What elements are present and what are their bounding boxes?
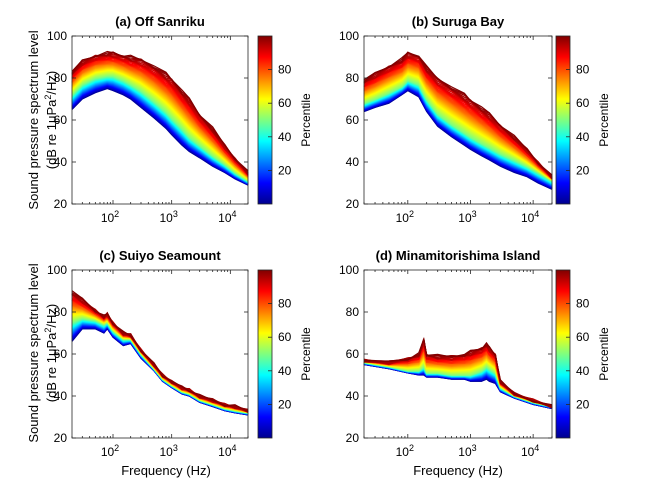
panel-4: (d) Minamitorishima Island 20 40 60 80 100 102… xyxy=(339,248,611,459)
ytick-label: 80 xyxy=(54,71,68,85)
colorbar-tick-label: 80 xyxy=(278,63,292,77)
series-line-p98 xyxy=(363,51,553,176)
series-line-p99 xyxy=(71,50,249,172)
ytick-label: 80 xyxy=(346,71,360,85)
xtick-label: 102 xyxy=(101,209,119,225)
series-line-p89 xyxy=(363,56,553,178)
colorbar: 20 40 60 80 Percentile xyxy=(555,269,611,439)
ytick-label: 20 xyxy=(54,431,68,445)
xtick-label: 102 xyxy=(101,443,119,459)
ytick-label: 40 xyxy=(346,155,360,169)
colorbar-label: Percentile xyxy=(597,327,611,381)
ylabel-top-line1: Sound pressure spectrum level xyxy=(26,30,41,209)
ytick-label: 20 xyxy=(346,197,360,211)
panel-title: (b) Suruga Bay xyxy=(412,14,505,29)
colorbar-label: Percentile xyxy=(299,93,313,147)
percentile-curves xyxy=(363,51,553,190)
ytick-label: 100 xyxy=(47,29,67,43)
series-line-p97 xyxy=(71,51,249,173)
series-line-p88 xyxy=(363,57,553,178)
xtick-label: 104 xyxy=(218,443,236,459)
colorbar-gradient xyxy=(555,35,571,205)
panel-title: (c) Suiyo Seamount xyxy=(99,248,221,263)
colorbar: 20 40 60 80 Percentile xyxy=(257,269,313,439)
percentile-curves xyxy=(363,336,553,410)
series-line-p97 xyxy=(363,51,553,178)
xtick-label: 103 xyxy=(159,443,177,459)
xtick-label: 103 xyxy=(458,443,476,459)
colorbar-tick-label: 60 xyxy=(576,96,590,110)
xtick-label: 104 xyxy=(218,209,236,225)
percentile-curves xyxy=(71,50,249,186)
series-line-p97 xyxy=(363,338,553,407)
ytick-label: 80 xyxy=(346,305,360,319)
colorbar-label: Percentile xyxy=(299,327,313,381)
ytick-label: 100 xyxy=(47,263,67,277)
colorbar-gradient xyxy=(257,35,273,205)
xtick-label: 102 xyxy=(396,443,414,459)
ytick-label: 40 xyxy=(54,389,68,403)
series-line-p98 xyxy=(71,51,249,172)
ylabel-top-line2: (dB re 1μPa2/Hz) xyxy=(43,71,59,170)
panel-title: (a) Off Sanriku xyxy=(115,14,205,29)
ytick-label: 60 xyxy=(346,347,360,361)
xtick-label: 104 xyxy=(521,209,539,225)
colorbar-tick-label: 40 xyxy=(576,130,590,144)
colorbar: 20 40 60 80 Percentile xyxy=(257,35,313,205)
xtick-label: 103 xyxy=(159,209,177,225)
colorbar-tick-label: 20 xyxy=(278,163,292,177)
panel-1: (a) Off Sanriku 20 40 60 80 100 102 103 104 20 40 6… xyxy=(47,14,313,225)
panel-2: (b) Suruga Bay 20 40 60 80 100 102 103 104 20 40 60… xyxy=(339,14,611,225)
series-line-p99 xyxy=(363,336,553,406)
ytick-label: 60 xyxy=(54,347,68,361)
colorbar-tick-label: 20 xyxy=(278,397,292,411)
colorbar-tick-label: 20 xyxy=(576,163,590,177)
series-line-p99 xyxy=(71,290,249,413)
ytick-label: 100 xyxy=(339,263,359,277)
colorbar: 20 40 60 80 Percentile xyxy=(555,35,611,205)
series-line-p89 xyxy=(71,56,249,174)
percentile-curves xyxy=(71,290,249,416)
colorbar-tick-label: 80 xyxy=(576,297,590,311)
xtick-label: 102 xyxy=(396,209,414,225)
ylabel-bottom-line1: Sound pressure spectrum level xyxy=(26,263,41,442)
series-line-p87 xyxy=(71,56,249,176)
colorbar-tick-label: 40 xyxy=(576,364,590,378)
colorbar-tick-label: 80 xyxy=(278,297,292,311)
ytick-label: 20 xyxy=(346,431,360,445)
ytick-label: 60 xyxy=(54,113,68,127)
ytick-label: 20 xyxy=(54,197,68,211)
xlabel-left: Frequency (Hz) xyxy=(121,463,211,478)
series-line-p96 xyxy=(363,52,553,179)
xlabel-right: Frequency (Hz) xyxy=(413,463,503,478)
series-line-p96 xyxy=(71,52,249,175)
colorbar-tick-label: 20 xyxy=(576,397,590,411)
panel-3: (c) Suiyo Seamount 20 40 60 80 100 102 103 104 20… xyxy=(47,248,313,459)
colorbar-tick-label: 40 xyxy=(278,364,292,378)
series-line-p87 xyxy=(363,57,553,179)
ytick-label: 80 xyxy=(54,305,68,319)
plot-area xyxy=(72,270,248,438)
colorbar-gradient xyxy=(555,269,571,439)
xtick-label: 104 xyxy=(521,443,539,459)
ylabel-bottom-line2: (dB re 1μPa2/Hz) xyxy=(43,304,59,403)
colorbar-tick-label: 60 xyxy=(576,330,590,344)
colorbar-label: Percentile xyxy=(597,93,611,147)
series-line-p99 xyxy=(363,52,553,176)
plot-area xyxy=(364,270,552,438)
colorbar-tick-label: 40 xyxy=(278,130,292,144)
colorbar-tick-label: 60 xyxy=(278,96,292,110)
colorbar-tick-label: 60 xyxy=(278,330,292,344)
ytick-label: 60 xyxy=(346,113,360,127)
series-line-p79 xyxy=(363,62,553,179)
xtick-label: 103 xyxy=(458,209,476,225)
series-line-p88 xyxy=(71,56,249,175)
panel-title: (d) Minamitorishima Island xyxy=(376,248,541,263)
ytick-label: 40 xyxy=(346,389,360,403)
ytick-label: 100 xyxy=(339,29,359,43)
ytick-label: 40 xyxy=(54,155,68,169)
colorbar-tick-label: 80 xyxy=(576,63,590,77)
colorbar-gradient xyxy=(257,269,273,439)
